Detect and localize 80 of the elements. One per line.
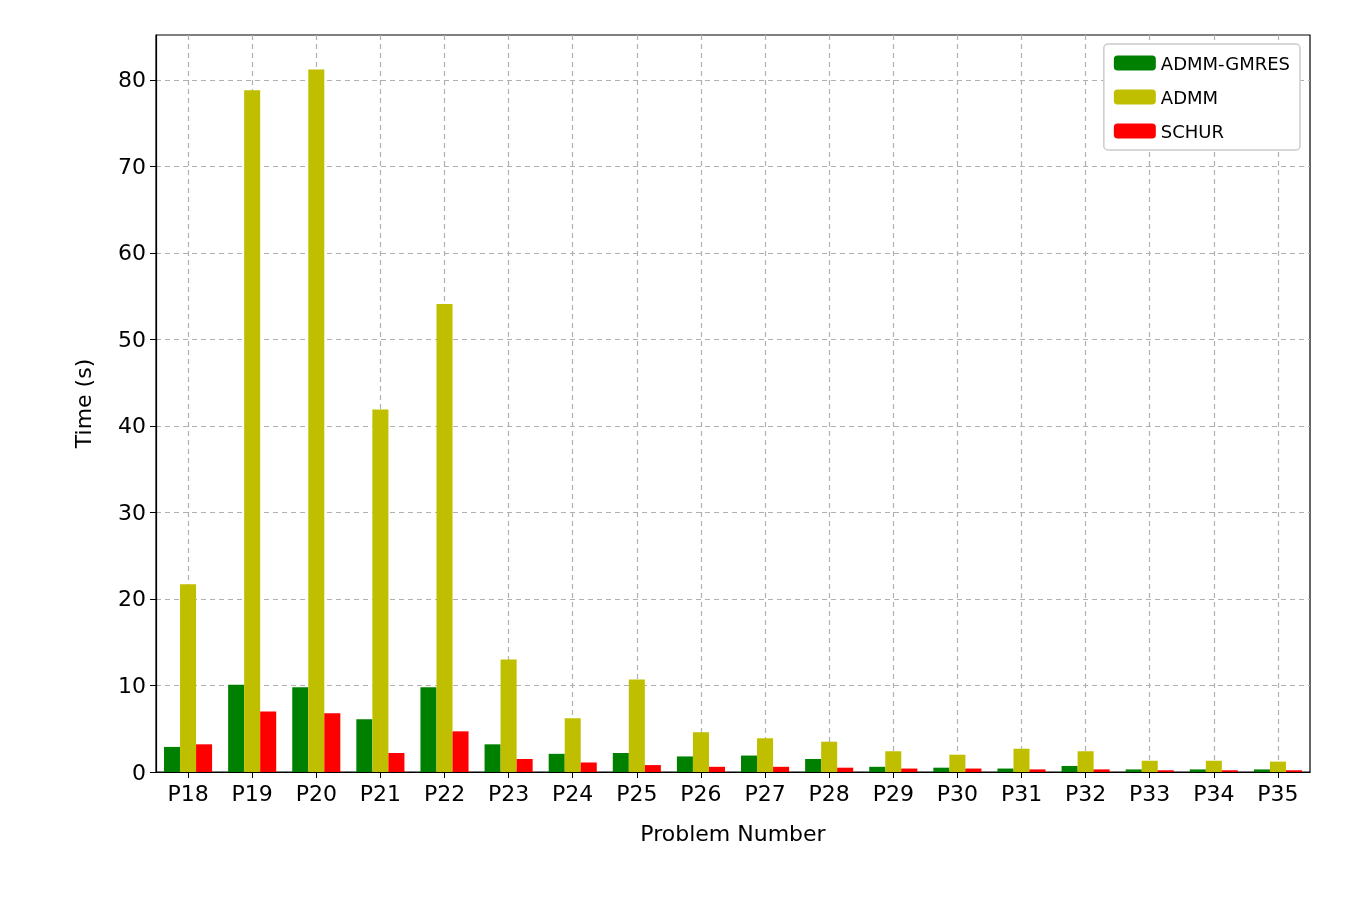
bar: [308, 69, 325, 772]
y-tick-label: 0: [132, 759, 146, 785]
x-tick-label: P19: [231, 780, 273, 806]
x-tick-label: P32: [1064, 780, 1107, 806]
bar: [260, 711, 277, 772]
x-tick-label: P31: [1000, 780, 1043, 806]
y-tick-label: 70: [118, 153, 146, 179]
bar: [484, 744, 501, 772]
x-tick-label: P23: [487, 780, 530, 806]
x-tick-label: P30: [936, 780, 979, 806]
bar: [692, 732, 709, 772]
bar: [1029, 769, 1046, 772]
bar: [805, 759, 822, 772]
x-tick-label: P25: [616, 780, 658, 806]
bar: [180, 584, 197, 772]
bar: [548, 753, 565, 772]
bar: [821, 741, 838, 772]
bar: [708, 766, 725, 772]
bar: [1189, 769, 1206, 772]
bar: [1061, 765, 1078, 772]
bar: [1253, 769, 1270, 772]
bar: [1141, 760, 1158, 772]
x-tick-label: P22: [423, 780, 466, 806]
x-tick-label: P34: [1193, 780, 1235, 806]
legend-label: ADMM-GMRES: [1160, 52, 1291, 74]
bar: [933, 767, 950, 772]
x-axis-title: Problem Number: [640, 820, 827, 846]
bar: [372, 409, 389, 772]
bar: [949, 754, 966, 772]
bar: [644, 765, 661, 772]
bar: [628, 679, 645, 772]
y-tick-label: 80: [118, 67, 146, 93]
y-tick-label: 20: [118, 586, 146, 612]
x-tick-label: P28: [808, 780, 850, 806]
y-axis-title: Time (s): [70, 358, 96, 450]
bar: [164, 746, 181, 772]
bar: [1013, 748, 1030, 772]
bar: [837, 767, 854, 772]
bar: [564, 718, 581, 772]
bar: [612, 752, 629, 772]
x-tick-label: P29: [872, 780, 914, 806]
bar: [773, 766, 790, 772]
bar: [244, 90, 261, 772]
bar: [324, 713, 341, 772]
x-tick-label: P26: [680, 780, 722, 806]
x-tick-label: P24: [552, 780, 594, 806]
bar: [420, 687, 437, 772]
y-tick-label: 10: [118, 673, 146, 698]
x-tick-label: P33: [1129, 780, 1171, 806]
bar: [436, 304, 453, 772]
legend-label: SCHUR: [1160, 120, 1225, 142]
bar: [356, 719, 373, 772]
bar: [741, 755, 758, 772]
bar: [1093, 769, 1110, 772]
bar: [1077, 751, 1094, 772]
bar: [1269, 761, 1286, 772]
x-tick-label: P35: [1257, 780, 1299, 806]
bar: [388, 752, 405, 772]
bar: [292, 687, 309, 772]
bar: [500, 659, 517, 772]
bar: [1125, 769, 1142, 772]
bar: [1205, 760, 1222, 772]
x-tick-label: P20: [295, 780, 337, 806]
y-tick-label: 30: [118, 499, 146, 525]
legend-label: ADMM: [1160, 86, 1219, 108]
bar: [228, 684, 245, 772]
y-tick-label: 50: [118, 326, 146, 352]
bar: [885, 751, 902, 772]
bar: [452, 731, 469, 772]
y-tick-label: 60: [118, 240, 146, 266]
x-tick-label: P21: [359, 780, 402, 806]
x-tick-label: P18: [167, 780, 209, 806]
bar: [580, 762, 597, 772]
x-tick-label: P27: [744, 780, 786, 806]
bar: [676, 756, 693, 772]
bar: [516, 759, 533, 772]
y-tick-label: 40: [118, 413, 146, 439]
bar: [757, 738, 774, 772]
bar: [869, 766, 886, 772]
bar: [196, 744, 213, 772]
